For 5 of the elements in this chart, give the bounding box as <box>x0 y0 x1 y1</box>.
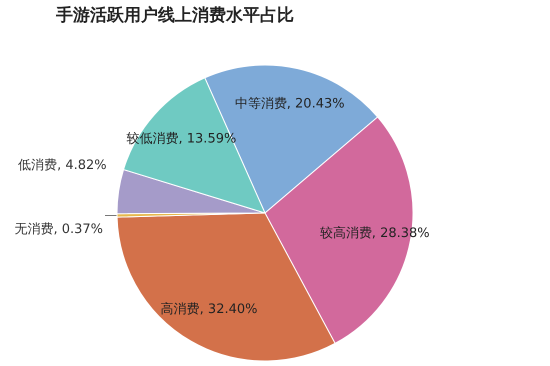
slice-label: 中等消费, 20.43% <box>234 96 345 112</box>
chart-title: 手游活跃用户线上消费水平占比 <box>55 6 294 26</box>
slice-label: 无消费, 0.37% <box>14 222 104 238</box>
slice-label: 低消费, 4.82% <box>18 158 107 174</box>
slice-label: 高消费, 32.40% <box>160 301 258 318</box>
